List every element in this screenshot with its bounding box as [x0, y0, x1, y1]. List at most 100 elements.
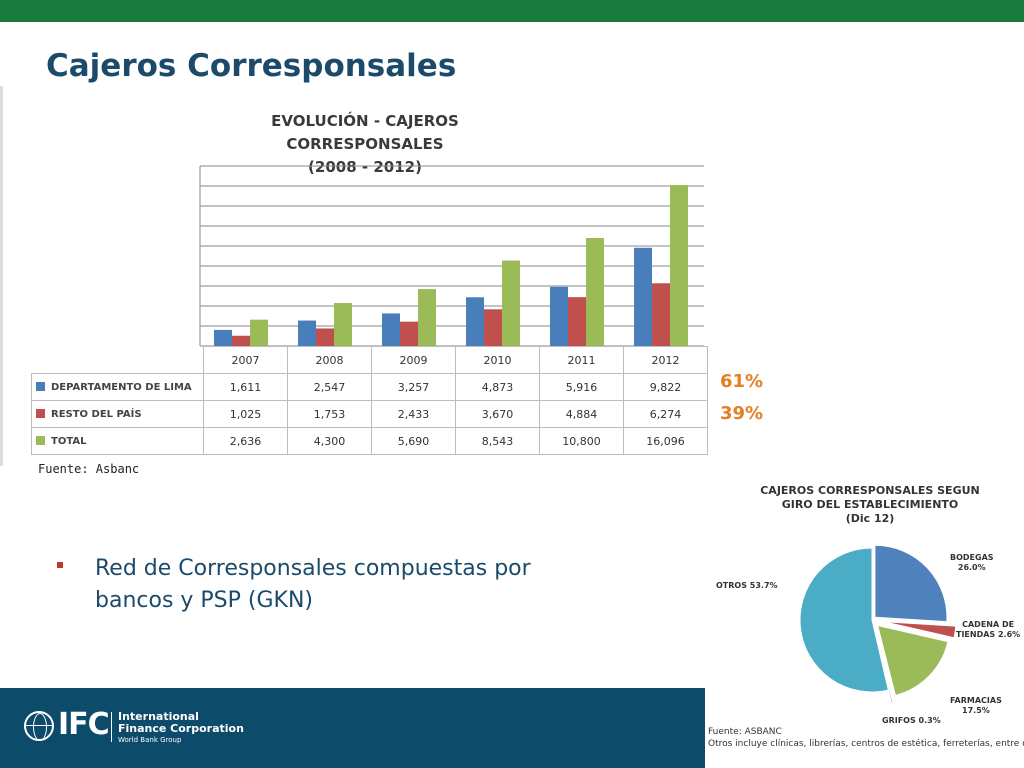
pie-title-line: CAJEROS CORRESPONSALES SEGUN — [760, 484, 980, 497]
ifc-logo-name: International Finance Corporation — [118, 711, 244, 735]
table-cell: 2,433 — [371, 400, 456, 428]
pie-source-line: Otros incluye clínicas, librerías, centr… — [708, 739, 1024, 749]
table-cell: 8,543 — [455, 427, 540, 455]
pie-title-line: (Dic 12) — [845, 512, 895, 525]
bar-2009-s0 — [382, 313, 400, 346]
table-cell: 1,025 — [203, 400, 288, 428]
series-name-total: TOTAL — [51, 435, 87, 447]
bar-2007-s1 — [232, 335, 250, 346]
table-cell: 2,547 — [287, 373, 372, 401]
table-cell: 16,096 — [623, 427, 708, 455]
logo-name-line: Finance Corporation — [118, 722, 244, 735]
chart-source: Fuente: Asbanc — [38, 462, 140, 476]
bar-chart-title-line: EVOLUCIÓN - CAJEROS CORRESPONSALES — [271, 112, 459, 153]
pie-label-line: OTROS 53.7% — [716, 581, 778, 590]
pie-chart-title: CAJEROS CORRESPONSALES SEGUN GIRO DEL ES… — [740, 484, 1000, 526]
table-cell: 2,636 — [203, 427, 288, 455]
pie-label-line: GRIFOS 0.3% — [882, 716, 941, 725]
bar-2011-s2 — [586, 238, 604, 346]
pie-label-grifos: GRIFOS 0.3% — [882, 716, 941, 726]
bar-2010-s0 — [466, 297, 484, 346]
pie-label-line: FARMACIAS — [950, 696, 1002, 705]
chart-data-table: 2007 2008 2009 2010 2011 2012 DEPARTAMEN… — [31, 346, 708, 455]
table-header-cell: 2008 — [287, 346, 372, 374]
logo-name-line: International — [118, 710, 199, 723]
bar-2008-s1 — [316, 328, 334, 346]
pie-label-line: CADENA DE — [962, 620, 1015, 629]
bar-2007-s0 — [214, 329, 232, 346]
table-header-cell: 2012 — [623, 346, 708, 374]
table-header-cell: 2011 — [539, 346, 624, 374]
bar-2011-s1 — [568, 297, 586, 346]
bar-chart-subtitle: (2008 - 2012) — [308, 158, 422, 176]
legend-swatch-total — [36, 435, 45, 445]
pie-slice-farmacias — [877, 624, 949, 696]
bar-2007-s2 — [250, 319, 268, 346]
table-row-total: TOTAL 2,636 4,300 5,690 8,543 10,800 16,… — [31, 427, 708, 455]
pie-slice-bodegas — [874, 544, 948, 623]
table-row-resto: RESTO DEL PAÍS 1,025 1,753 2,433 3,670 4… — [31, 400, 708, 428]
pie-label-line: TIENDAS 2.6% — [956, 630, 1021, 639]
pie-label-line: BODEGAS — [950, 553, 994, 562]
table-header-row: 2007 2008 2009 2010 2011 2012 — [32, 346, 708, 374]
bar-2010-s1 — [484, 309, 502, 346]
pie-label-otros: OTROS 53.7% — [716, 581, 778, 591]
table-cell: 1,753 — [287, 400, 372, 428]
bar-2009-s1 — [400, 321, 418, 346]
table-header-cell: 2010 — [455, 346, 540, 374]
table-header-cell: 2009 — [371, 346, 456, 374]
bullet-marker — [57, 562, 63, 568]
pct-resto: 39% — [720, 403, 764, 424]
bar-2009-s2 — [418, 289, 436, 346]
table-cell: 4,873 — [455, 373, 540, 401]
globe-icon — [24, 711, 54, 741]
footer-bar — [0, 688, 705, 768]
table-cell: 6,274 — [623, 400, 708, 428]
slide-title: Cajeros Corresponsales — [46, 48, 457, 84]
bar-2012-s2 — [670, 185, 688, 346]
table-cell: 4,884 — [539, 400, 624, 428]
table-row-lima: DEPARTAMENTO DE LIMA 1,611 2,547 3,257 4… — [31, 373, 708, 401]
top-accent-bar — [0, 0, 1024, 22]
series-name-lima: DEPARTAMENTO DE LIMA — [51, 381, 192, 393]
table-cell: 5,690 — [371, 427, 456, 455]
table-cell: 9,822 — [623, 373, 708, 401]
bar-chart — [199, 165, 704, 347]
table-header-cell: 2007 — [203, 346, 288, 374]
bullet-text: Red de Corresponsales compuestas por ban… — [95, 556, 531, 613]
bar-2011-s0 — [550, 286, 568, 346]
legend-swatch-resto — [36, 408, 45, 418]
logo-group-text: World Bank Group — [118, 736, 182, 744]
pie-source-line: Fuente: ASBANC — [708, 727, 782, 737]
bar-2012-s1 — [652, 283, 670, 346]
bar-chart-title: EVOLUCIÓN - CAJEROS CORRESPONSALES (2008… — [195, 110, 535, 179]
bar-gridlines — [200, 165, 704, 347]
pie-label-cadena: CADENA DE TIENDAS 2.6% — [956, 620, 1020, 640]
series-label-resto: RESTO DEL PAÍS — [31, 400, 204, 428]
table-cell: 3,257 — [371, 373, 456, 401]
pie-label-line: 17.5% — [962, 706, 990, 715]
table-cell: 3,670 — [455, 400, 540, 428]
series-name-resto: RESTO DEL PAÍS — [51, 408, 142, 420]
pie-slice-otros — [799, 547, 889, 693]
table-cell: 5,916 — [539, 373, 624, 401]
pie-label-line: 26.0% — [957, 563, 986, 572]
pie-slice-cadena-de-tiendas — [883, 621, 957, 639]
series-label-total: TOTAL — [31, 427, 204, 455]
table-cell: 4,300 — [287, 427, 372, 455]
bar-2010-s2 — [502, 260, 520, 346]
logo-divider — [111, 712, 112, 742]
ifc-logo-text: IFC — [58, 707, 110, 742]
legend-swatch-lima — [36, 381, 45, 391]
pie-label-farmacias: FARMACIAS 17.5% — [950, 696, 1002, 716]
pie-title-line: GIRO DEL ESTABLECIMIENTO — [781, 498, 959, 511]
bar-2008-s0 — [298, 320, 316, 346]
table-cell: 10,800 — [539, 427, 624, 455]
pie-source: Fuente: ASBANC Otros incluye clínicas, l… — [708, 726, 1024, 750]
pct-lima: 61% — [720, 371, 764, 392]
bar-2012-s0 — [634, 247, 652, 346]
bar-2008-s2 — [334, 303, 352, 346]
table-corner — [32, 347, 204, 374]
left-divider — [0, 86, 3, 466]
pie-chart — [799, 544, 957, 705]
